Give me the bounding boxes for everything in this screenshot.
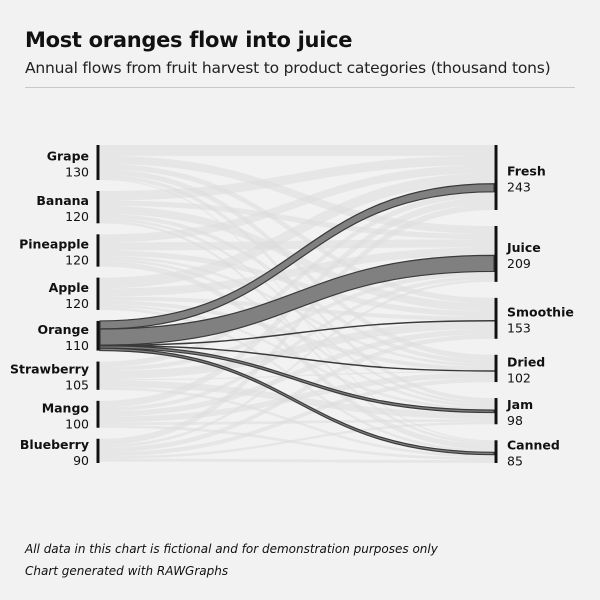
source-value: 120 [65,296,89,311]
target-value: 209 [507,256,531,271]
link-strawberry-to-fresh [100,191,494,367]
source-value: 130 [65,165,89,180]
footer-disclaimer: All data in this chart is fictional and … [25,542,438,556]
link-apple-to-dried [100,300,494,371]
link-mango-to-smoothie [100,328,494,417]
source-label: Apple [49,280,89,295]
source-value: 100 [65,416,89,431]
link-blueberry-to-fresh [100,203,494,445]
source-node-mango [96,400,100,428]
chart-subtitle: Annual flows from fruit harvest to produ… [25,59,551,77]
source-node-orange [96,320,100,351]
link-blueberry-to-dried [100,378,494,457]
link-pineapple-to-dried [100,255,494,367]
target-value: 243 [507,179,531,194]
nodes [96,145,498,463]
source-label: Mango [42,400,90,415]
source-value: 120 [65,209,89,224]
link-blueberry-to-juice [100,279,494,448]
link-mango-to-dried [100,372,494,423]
target-label: Jam [506,397,533,412]
source-label: Grape [47,149,89,164]
link-orange-to-jam [99,345,495,414]
link-mango-to-jam [100,419,494,426]
link-strawberry-to-juice [100,271,494,371]
link-banana-to-fresh [100,155,494,201]
target-node-juice [494,225,498,282]
link-mango-to-juice [100,275,494,412]
source-node-pineapple [96,234,100,267]
link-grape-to-dried [100,169,494,361]
source-value: 120 [65,252,89,267]
link-apple-to-fresh [100,173,494,289]
link-blueberry-to-canned [100,458,494,463]
link-grape-to-juice [100,155,494,235]
source-node-blueberry [96,438,100,463]
link-grape-to-fresh [100,145,494,156]
link-strawberry-to-dried [100,371,494,381]
footer-credit: Chart generated with RAWGraphs [25,564,229,578]
link-banana-to-juice [100,200,494,240]
target-node-dried [494,354,498,383]
chart-title: Most oranges flow into juice [25,28,353,52]
link-mango-to-canned [100,425,494,461]
link-orange-to-canned [99,347,495,456]
target-value: 102 [507,370,531,385]
link-apple-to-jam [100,304,494,411]
link-banana-to-dried [100,213,494,365]
target-value: 153 [507,320,531,335]
target-value: 85 [507,454,523,469]
target-node-fresh [494,145,498,210]
link-orange-to-dried [99,344,495,372]
source-node-grape [96,145,100,181]
source-label: Orange [37,322,89,337]
source-node-apple [96,277,100,310]
link-pineapple-to-juice [100,239,494,251]
title-divider [25,87,575,88]
target-label: Dried [507,354,545,369]
source-label: Pineapple [19,236,89,251]
link-pineapple-to-canned [100,261,494,450]
source-label: Strawberry [10,362,89,377]
link-pineapple-to-fresh [100,165,494,243]
link-blueberry-to-smoothie [100,334,494,453]
link-blueberry-to-jam [100,421,494,459]
link-apple-to-juice [100,247,494,297]
source-label: Blueberry [20,437,89,452]
source-node-strawberry [96,361,100,390]
target-label: Canned [507,438,560,453]
source-node-banana [96,191,100,224]
source-value: 110 [65,338,89,353]
target-value: 98 [507,413,523,428]
target-label: Fresh [507,163,546,178]
link-orange-to-fresh [99,183,495,330]
source-value: 90 [73,453,89,468]
highlighted-links [99,183,495,456]
target-label: Juice [506,240,541,255]
node-labels: Grape130Banana120Pineapple120Apple120Ora… [10,149,574,469]
link-orange-to-smoothie [99,320,495,347]
target-node-canned [494,440,498,463]
target-node-smoothie [494,297,498,339]
target-label: Smoothie [507,304,574,319]
target-node-jam [494,398,498,425]
link-orange-to-juice [99,254,495,346]
source-value: 105 [65,378,89,393]
link-pineapple-to-smoothie [100,250,494,317]
link-strawberry-to-smoothie [100,320,494,380]
source-label: Banana [36,193,89,208]
